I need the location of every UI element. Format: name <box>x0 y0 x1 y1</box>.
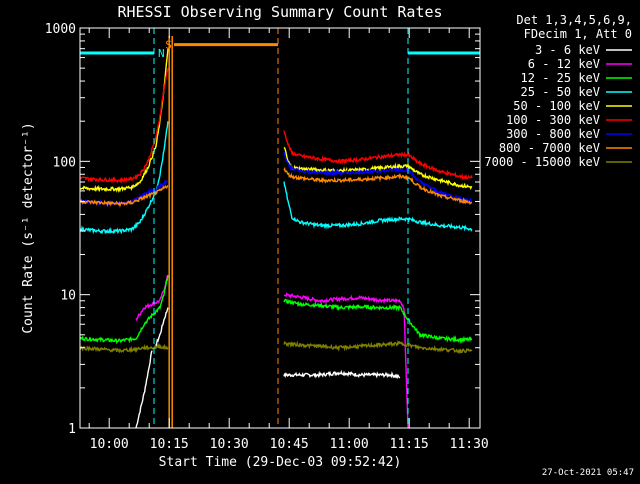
series-line-0 <box>283 369 401 380</box>
series-line-2 <box>79 275 169 345</box>
y-axis-label: Count Rate (s⁻¹ detector⁻¹) <box>21 122 36 333</box>
x-tick-label: 10:15 <box>150 437 189 452</box>
series-line-7 <box>283 166 473 205</box>
generation-timestamp: 27-Oct-2021 05:47 <box>542 468 634 478</box>
legend-label: 12 - 25 keV <box>521 71 600 85</box>
series-line-8 <box>283 339 473 355</box>
series-line-4 <box>79 48 169 194</box>
series-line-8 <box>79 343 169 354</box>
series-line-1 <box>135 274 169 322</box>
x-tick-label: 11:15 <box>390 437 429 452</box>
legend-label: 25 - 50 keV <box>521 85 600 99</box>
legend-label: 100 - 300 keV <box>506 113 600 127</box>
plot-frame <box>79 27 481 429</box>
legend-label: 300 - 800 keV <box>506 127 600 141</box>
y-tick-label: 1 <box>68 422 76 437</box>
legend: Det 1,3,4,5,6,9, FDecim 1, Att 0 3 - 6 k… <box>484 13 632 169</box>
series-line-6 <box>283 152 473 204</box>
legend-label: 50 - 100 keV <box>513 99 600 113</box>
legend-header-line-2: FDecim 1, Att 0 <box>524 27 632 41</box>
y-tick-label: 1000 <box>45 22 76 37</box>
y-axis: 1 10 100 1000 <box>45 22 480 437</box>
x-axis: 10:00 10:15 10:30 10:45 11:00 11:15 11:30 <box>88 28 489 452</box>
x-axis-label: Start Time (29-Dec-03 09:52:42) <box>159 455 402 470</box>
chart-title: RHESSI Observing Summary Count Rates <box>117 3 442 21</box>
series-line-7 <box>79 184 169 208</box>
x-tick-label: 11:30 <box>450 437 489 452</box>
series-line-3 <box>79 121 169 235</box>
legend-label: 3 - 6 keV <box>535 43 600 57</box>
series-line-3 <box>283 181 473 232</box>
series-layer <box>79 48 473 429</box>
series-line-4 <box>283 146 473 190</box>
legend-header-line-1: Det 1,3,4,5,6,9, <box>516 13 632 27</box>
legend-label: 7000 - 15000 keV <box>484 155 600 169</box>
x-tick-label: 10:45 <box>270 437 309 452</box>
night-label: N <box>158 47 165 60</box>
series-line-5 <box>283 130 473 180</box>
y-tick-label: 10 <box>60 289 76 304</box>
annotation-marks: NS <box>80 28 480 428</box>
series-line-2 <box>283 298 473 344</box>
y-tick-label: 100 <box>53 155 76 170</box>
legend-label: 800 - 7000 keV <box>499 141 600 155</box>
series-line-0 <box>155 307 169 347</box>
x-tick-label: 11:00 <box>330 437 369 452</box>
series-line-1 <box>283 291 409 429</box>
x-tick-label: 10:00 <box>90 437 129 452</box>
series-line-0 <box>135 350 153 429</box>
x-tick-label: 10:30 <box>210 437 249 452</box>
series-line-5 <box>79 67 169 185</box>
legend-label: 6 - 12 keV <box>528 57 600 71</box>
